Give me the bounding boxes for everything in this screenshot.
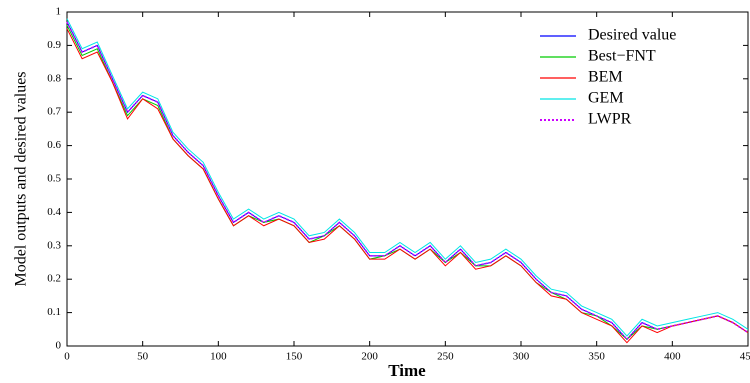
y-tick-label: 0.8	[47, 72, 61, 84]
y-tick-label: 0.3	[47, 239, 61, 251]
x-tick-label: 250	[437, 351, 454, 363]
x-tick-label: 450	[740, 351, 750, 363]
series-line	[66, 21, 749, 341]
legend-label: Desired value	[588, 27, 676, 44]
x-tick-label: 300	[513, 351, 530, 363]
y-tick-label: 0.2	[47, 273, 61, 285]
legend-label: BEM	[588, 69, 623, 86]
y-tick-label: 1	[56, 6, 62, 18]
x-tick-label: 100	[210, 351, 227, 363]
y-tick-label: 0.1	[47, 306, 61, 318]
y-tick-label: 0.9	[47, 39, 61, 51]
series-line	[66, 25, 749, 340]
y-tick-label: 0.5	[47, 173, 61, 185]
y-tick-label: 0.4	[47, 206, 61, 218]
series-line	[66, 28, 749, 344]
x-tick-label: 50	[137, 351, 149, 363]
series-line	[66, 21, 749, 341]
x-tick-label: 0	[64, 351, 70, 363]
legend-label: GEM	[588, 90, 624, 107]
y-tick-label: 0.6	[47, 139, 61, 151]
x-tick-label: 150	[286, 351, 303, 363]
x-tick-label: 400	[664, 351, 681, 363]
series-line	[66, 18, 749, 337]
y-tick-label: 0.7	[47, 106, 61, 118]
y-axis-label: Model outputs and desired values	[13, 71, 30, 286]
x-tick-label: 200	[361, 351, 378, 363]
x-axis-label: Time	[388, 361, 426, 380]
legend-label: Best−FNT	[588, 48, 656, 65]
y-tick-label: 0	[56, 340, 62, 352]
x-tick-label: 350	[588, 351, 605, 363]
legend-label: LWPR	[588, 111, 632, 128]
